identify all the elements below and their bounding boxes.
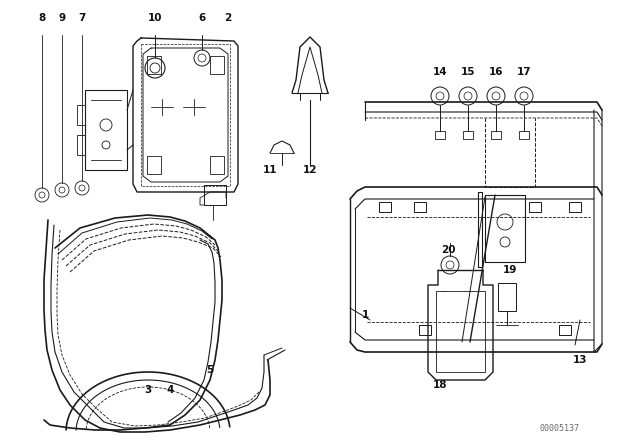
Text: 2: 2 [225, 13, 232, 23]
Text: 12: 12 [303, 165, 317, 175]
Bar [379, 202, 391, 212]
Text: 15: 15 [461, 67, 476, 77]
Bar [519, 131, 529, 139]
Bar [463, 131, 473, 139]
Text: 14: 14 [433, 67, 447, 77]
Bar [435, 131, 445, 139]
Bar [529, 202, 541, 212]
Text: 4: 4 [166, 385, 173, 395]
Bar [210, 56, 224, 74]
Bar [210, 156, 224, 174]
Text: 7: 7 [78, 13, 86, 23]
Text: 17: 17 [516, 67, 531, 77]
Bar [569, 202, 581, 212]
Text: 20: 20 [441, 245, 455, 255]
Bar [414, 202, 426, 212]
Bar [77, 135, 85, 155]
Bar [419, 325, 431, 335]
Bar [491, 131, 501, 139]
Text: 6: 6 [198, 13, 205, 23]
Text: 13: 13 [573, 355, 588, 365]
Text: 18: 18 [433, 380, 447, 390]
Bar [77, 105, 85, 125]
Bar [204, 185, 226, 205]
Bar [559, 325, 571, 335]
Text: 8: 8 [38, 13, 45, 23]
Bar [147, 156, 161, 174]
Text: 19: 19 [503, 265, 517, 275]
Text: 3: 3 [145, 385, 152, 395]
Text: 16: 16 [489, 67, 503, 77]
Text: 11: 11 [263, 165, 277, 175]
Bar [147, 56, 161, 74]
Text: 10: 10 [148, 13, 163, 23]
Text: 00005137: 00005137 [540, 423, 580, 432]
Bar [498, 283, 516, 311]
Text: 5: 5 [206, 365, 214, 375]
Text: 1: 1 [362, 310, 369, 320]
Bar [85, 90, 127, 170]
Text: 9: 9 [58, 13, 65, 23]
